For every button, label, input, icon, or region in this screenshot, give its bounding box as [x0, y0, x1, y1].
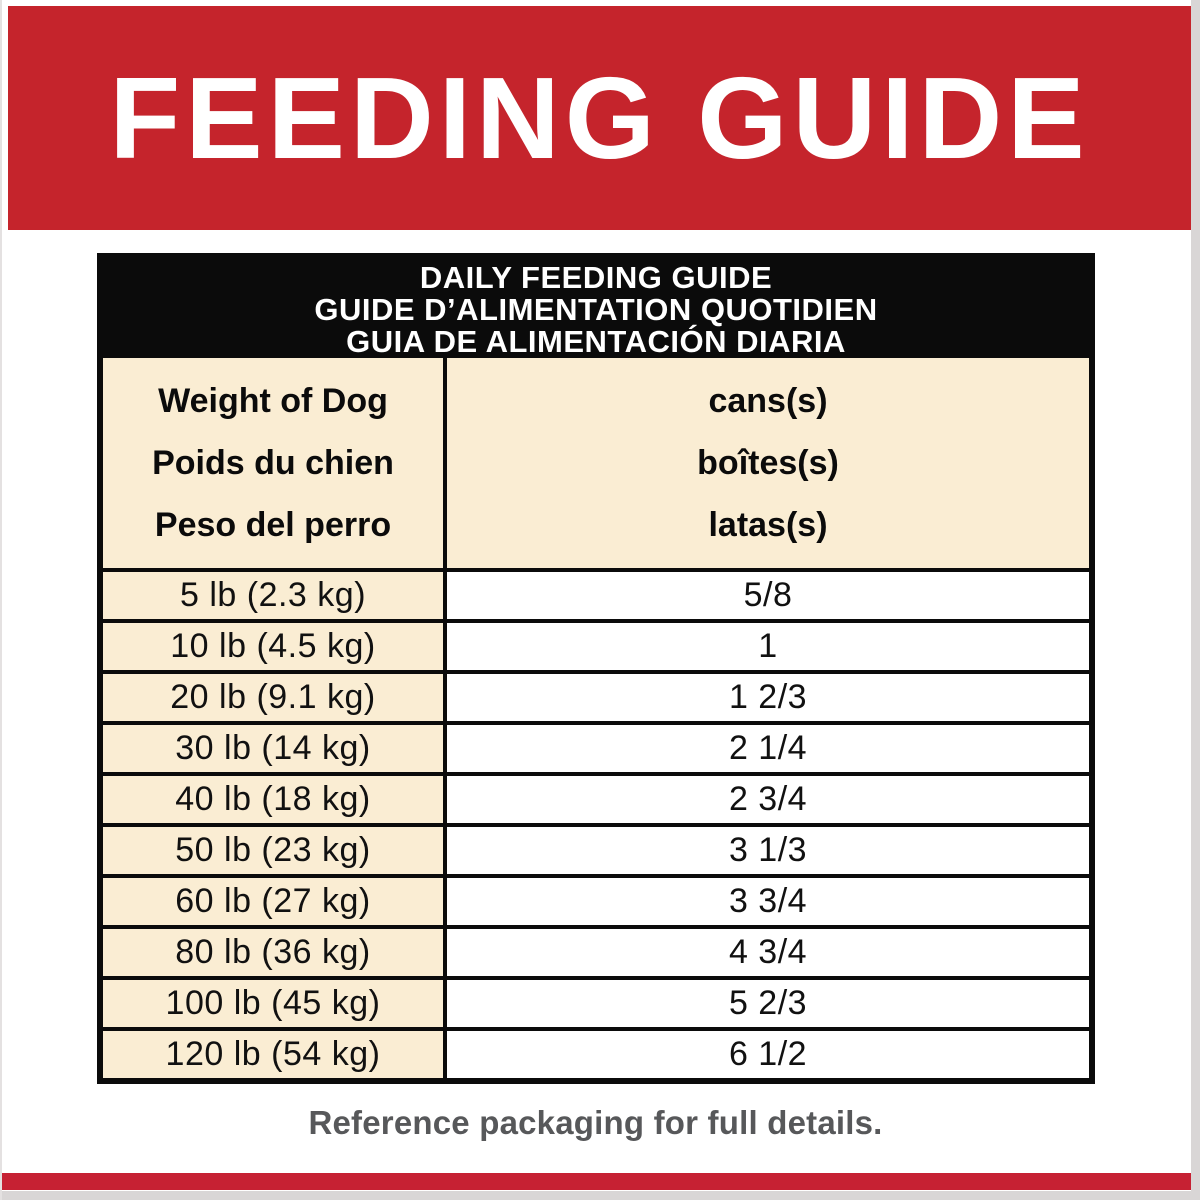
weight-cell: 10 lb (4.5 kg): [103, 623, 443, 670]
weight-cell: 50 lb (23 kg): [103, 827, 443, 874]
reference-note: Reference packaging for full details.: [308, 1104, 883, 1141]
table-row: 30 lb (14 kg) 2 1/4: [103, 721, 1089, 772]
weight-header-french: Poids du chien: [152, 444, 394, 482]
photo-edge-left: [0, 0, 2, 1200]
cans-column-header: cans(s) boîtes(s) latas(s): [443, 358, 1089, 568]
table-title-spanish: GUIA DE ALIMENTACIÓN DIARIA: [346, 323, 846, 359]
table-row: 5 lb (2.3 kg) 5/8: [103, 568, 1089, 619]
cans-cell: 3 3/4: [443, 878, 1089, 925]
weight-cell: 30 lb (14 kg): [103, 725, 443, 772]
cans-header-english: cans(s): [708, 382, 828, 420]
weight-cell: 20 lb (9.1 kg): [103, 674, 443, 721]
table-row: 10 lb (4.5 kg) 1: [103, 619, 1089, 670]
photo-edge-bottom: [0, 1191, 1200, 1200]
weight-cell: 40 lb (18 kg): [103, 776, 443, 823]
photo-edge-right: [1191, 0, 1200, 1200]
cans-cell: 1 2/3: [443, 674, 1089, 721]
weight-header-spanish: Peso del perro: [154, 506, 392, 544]
weight-header-english: Weight of Dog: [158, 382, 388, 420]
cans-cell: 5/8: [443, 572, 1089, 619]
table-row: 40 lb (18 kg) 2 3/4: [103, 772, 1089, 823]
feeding-guide-banner: FEEDING GUIDE: [8, 6, 1191, 230]
cans-cell: 2 1/4: [443, 725, 1089, 772]
weight-cell: 100 lb (45 kg): [103, 980, 443, 1027]
weight-cell: 60 lb (27 kg): [103, 878, 443, 925]
feeding-guide-table: DAILY FEEDING GUIDE GUIDE D’ALIMENTATION…: [97, 253, 1095, 1084]
cans-cell: 1: [443, 623, 1089, 670]
cans-cell: 2 3/4: [443, 776, 1089, 823]
cans-cell: 6 1/2: [443, 1031, 1089, 1078]
table-row: 50 lb (23 kg) 3 1/3: [103, 823, 1089, 874]
table-row: 60 lb (27 kg) 3 3/4: [103, 874, 1089, 925]
cans-header-french: boîtes(s): [697, 444, 839, 482]
weight-column-header: Weight of Dog Poids du chien Peso del pe…: [103, 358, 443, 568]
table-row: 80 lb (36 kg) 4 3/4: [103, 925, 1089, 976]
banner-title: FEEDING GUIDE: [109, 53, 1090, 183]
cans-header-spanish: latas(s): [708, 506, 828, 544]
table-row: 120 lb (54 kg) 6 1/2: [103, 1027, 1089, 1078]
table-row: 20 lb (9.1 kg) 1 2/3: [103, 670, 1089, 721]
cans-cell: 4 3/4: [443, 929, 1089, 976]
table-title-french: GUIDE D’ALIMENTATION QUOTIDIEN: [314, 291, 878, 327]
table-title-band: DAILY FEEDING GUIDE GUIDE D’ALIMENTATION…: [103, 259, 1089, 358]
table-header-row: Weight of Dog Poids du chien Peso del pe…: [103, 358, 1089, 568]
weight-cell: 5 lb (2.3 kg): [103, 572, 443, 619]
bottom-red-stripe: [2, 1173, 1191, 1190]
weight-cell: 80 lb (36 kg): [103, 929, 443, 976]
weight-cell: 120 lb (54 kg): [103, 1031, 443, 1078]
cans-cell: 3 1/3: [443, 827, 1089, 874]
cans-cell: 5 2/3: [443, 980, 1089, 1027]
table-title-english: DAILY FEEDING GUIDE: [419, 259, 773, 295]
table-row: 100 lb (45 kg) 5 2/3: [103, 976, 1089, 1027]
